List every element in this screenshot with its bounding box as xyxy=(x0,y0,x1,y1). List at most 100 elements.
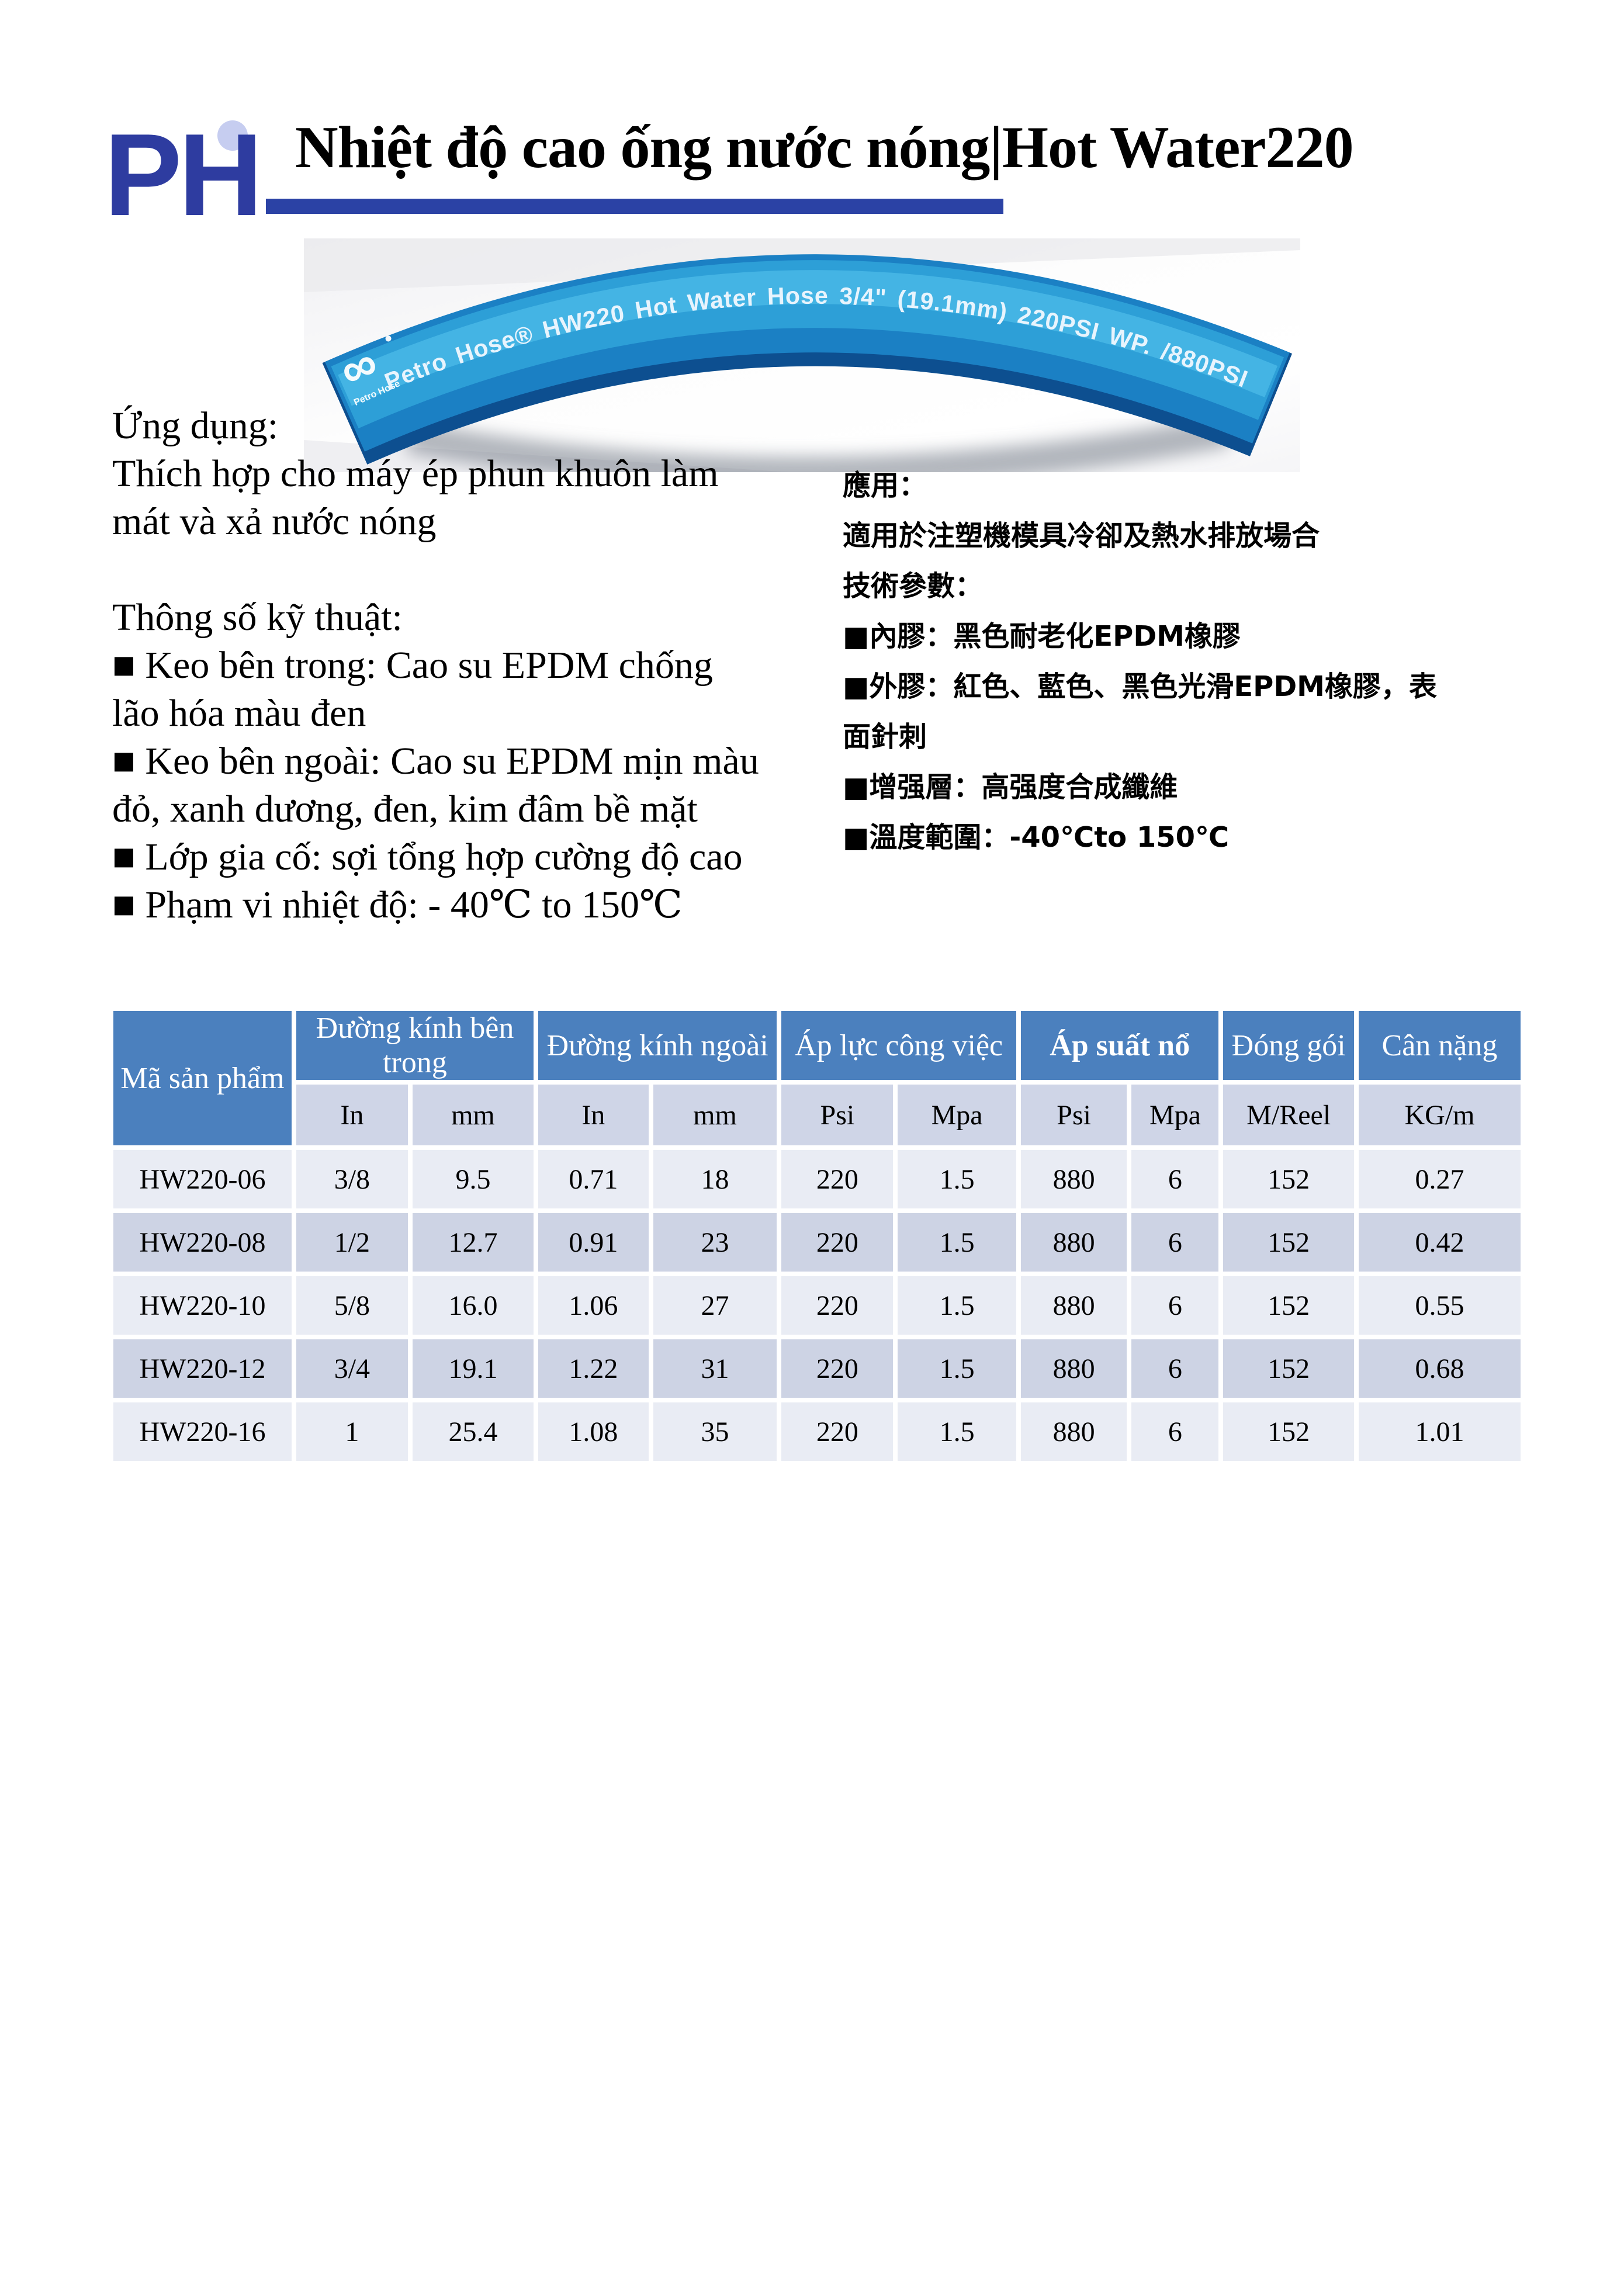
cell: 1/2 xyxy=(296,1213,408,1272)
logo-text: PH xyxy=(104,110,263,240)
cell: 19.1 xyxy=(412,1339,534,1398)
cell: 220 xyxy=(781,1213,894,1272)
cell: 152 xyxy=(1223,1402,1354,1461)
subheader-mm: mm xyxy=(412,1085,534,1145)
cell-product-code: HW220-06 xyxy=(113,1150,292,1208)
vn-line: lão hóa màu đen xyxy=(112,692,366,735)
cell-product-code: HW220-16 xyxy=(113,1402,292,1461)
vn-line: ■ Keo bên trong: Cao su EPDM chống xyxy=(112,644,713,687)
cell: 9.5 xyxy=(412,1150,534,1208)
subheader-psi: Psi xyxy=(1020,1085,1127,1145)
cell: 5/8 xyxy=(296,1276,408,1335)
cell: 6 xyxy=(1131,1276,1219,1335)
cell: 1.01 xyxy=(1358,1402,1521,1461)
cell: 1.5 xyxy=(898,1402,1016,1461)
cell: 31 xyxy=(653,1339,777,1398)
vn-line: Thông số kỹ thuật: xyxy=(112,596,403,639)
col-group-weight: Cân nặng xyxy=(1358,1011,1521,1080)
cell: 1.5 xyxy=(898,1213,1016,1272)
spec-table: Mã sản phẩm Đường kính bên trong Đường k… xyxy=(109,1006,1525,1466)
cell: 0.71 xyxy=(538,1150,649,1208)
vn-line: đỏ, xanh dương, đen, kim đâm bề mặt xyxy=(112,788,698,830)
cell: 152 xyxy=(1223,1213,1354,1272)
cell: 3/4 xyxy=(296,1339,408,1398)
vn-line: Thích hợp cho máy ép phun khuôn làm xyxy=(112,452,719,495)
subheader-kgm: KG/m xyxy=(1358,1085,1521,1145)
cell: 6 xyxy=(1131,1339,1219,1398)
cell: 35 xyxy=(653,1402,777,1461)
vn-line: ■ Phạm vi nhiệt độ: - 40℃ to 150℃ xyxy=(112,884,683,926)
page-title: Nhiệt độ cao ống nước nóng|Hot Water220 xyxy=(295,115,1354,181)
cell: 1 xyxy=(296,1402,408,1461)
cell: 23 xyxy=(653,1213,777,1272)
subheader-mpa: Mpa xyxy=(898,1085,1016,1145)
cell: 12.7 xyxy=(412,1213,534,1272)
cell: 880 xyxy=(1020,1213,1127,1272)
cell: 0.68 xyxy=(1358,1339,1521,1398)
cn-line: 面針刺 xyxy=(843,721,927,753)
cell: 16.0 xyxy=(412,1276,534,1335)
cell: 6 xyxy=(1131,1150,1219,1208)
cell: 25.4 xyxy=(412,1402,534,1461)
cn-line: 應用： xyxy=(843,469,927,502)
company-logo: PH xyxy=(104,99,303,251)
cell: 1.5 xyxy=(898,1150,1016,1208)
table-row: HW220-16 1 25.4 1.08 35 220 1.5 880 6 15… xyxy=(113,1402,1521,1461)
cell: 6 xyxy=(1131,1402,1219,1461)
cell: 0.91 xyxy=(538,1213,649,1272)
table-row: HW220-10 5/8 16.0 1.06 27 220 1.5 880 6 … xyxy=(113,1276,1521,1335)
vietnamese-spec-column: Ứng dụng: Thích hợp cho máy ép phun khuô… xyxy=(112,402,860,929)
cell: 220 xyxy=(781,1276,894,1335)
vn-line-spacer xyxy=(112,546,860,594)
subheader-psi: Psi xyxy=(781,1085,894,1145)
cell: 3/8 xyxy=(296,1150,408,1208)
table-subheader-row: In mm In mm Psi Mpa Psi Mpa M/Reel KG/m xyxy=(113,1085,1521,1145)
cell: 152 xyxy=(1223,1150,1354,1208)
subheader-mreel: M/Reel xyxy=(1223,1085,1354,1145)
table-group-header-row: Mã sản phẩm Đường kính bên trong Đường k… xyxy=(113,1011,1521,1145)
cell: 220 xyxy=(781,1150,894,1208)
chinese-spec-column: 應用： 適用於注塑機模具冷卻及熱水排放場合 技術參數： ■內膠：黑色耐老化EPD… xyxy=(843,460,1556,863)
table-row: HW220-06 3/8 9.5 0.71 18 220 1.5 880 6 1… xyxy=(113,1150,1521,1208)
cell: 1.5 xyxy=(898,1276,1016,1335)
cn-line: 適用於注塑機模具冷卻及熱水排放場合 xyxy=(843,519,1320,552)
cell: 0.42 xyxy=(1358,1213,1521,1272)
col-group-working-pressure: Áp lực công việc xyxy=(781,1011,1016,1080)
cell: 6 xyxy=(1131,1213,1219,1272)
cell: 880 xyxy=(1020,1150,1127,1208)
cell: 1.08 xyxy=(538,1402,649,1461)
cn-line: 技術參數： xyxy=(843,570,984,602)
cell: 220 xyxy=(781,1402,894,1461)
cell: 18 xyxy=(653,1150,777,1208)
logo-dot-icon xyxy=(217,120,248,151)
cell: 880 xyxy=(1020,1402,1127,1461)
vn-line: Ứng dụng: xyxy=(112,404,279,447)
cn-line: ■溫度範圍：-40℃to 150℃ xyxy=(843,821,1230,854)
col-header-product: Mã sản phẩm xyxy=(113,1011,292,1145)
col-group-packing: Đóng gói xyxy=(1223,1011,1354,1080)
cell: 152 xyxy=(1223,1276,1354,1335)
cell-product-code: HW220-08 xyxy=(113,1213,292,1272)
cell: 1.06 xyxy=(538,1276,649,1335)
subheader-in: In xyxy=(296,1085,408,1145)
cell: 880 xyxy=(1020,1276,1127,1335)
vn-line: mát và xả nước nóng xyxy=(112,500,437,543)
table-row: HW220-12 3/4 19.1 1.22 31 220 1.5 880 6 … xyxy=(113,1339,1521,1398)
cn-line: ■外膠：紅色、藍色、黑色光滑EPDM橡膠，表 xyxy=(843,670,1437,703)
vn-line: ■ Lớp gia cố: sợi tổng hợp cường độ cao xyxy=(112,836,743,878)
cell: 880 xyxy=(1020,1339,1127,1398)
col-group-burst-pressure: Áp suất nổ xyxy=(1020,1011,1219,1080)
hose-body-highlight xyxy=(338,270,1278,406)
cell-product-code: HW220-12 xyxy=(113,1339,292,1398)
cn-line: ■增强層：高强度合成纖維 xyxy=(843,771,1178,803)
cn-line: ■內膠：黑色耐老化EPDM橡膠 xyxy=(843,620,1241,653)
table-row: HW220-08 1/2 12.7 0.91 23 220 1.5 880 6 … xyxy=(113,1213,1521,1272)
col-group-inner-diameter: Đường kính bên trong xyxy=(296,1011,534,1080)
cell: 1.5 xyxy=(898,1339,1016,1398)
cell: 0.55 xyxy=(1358,1276,1521,1335)
vn-line: ■ Keo bên ngoài: Cao su EPDM mịn màu xyxy=(112,740,759,782)
cell: 1.22 xyxy=(538,1339,649,1398)
subheader-in: In xyxy=(538,1085,649,1145)
cell: 152 xyxy=(1223,1339,1354,1398)
